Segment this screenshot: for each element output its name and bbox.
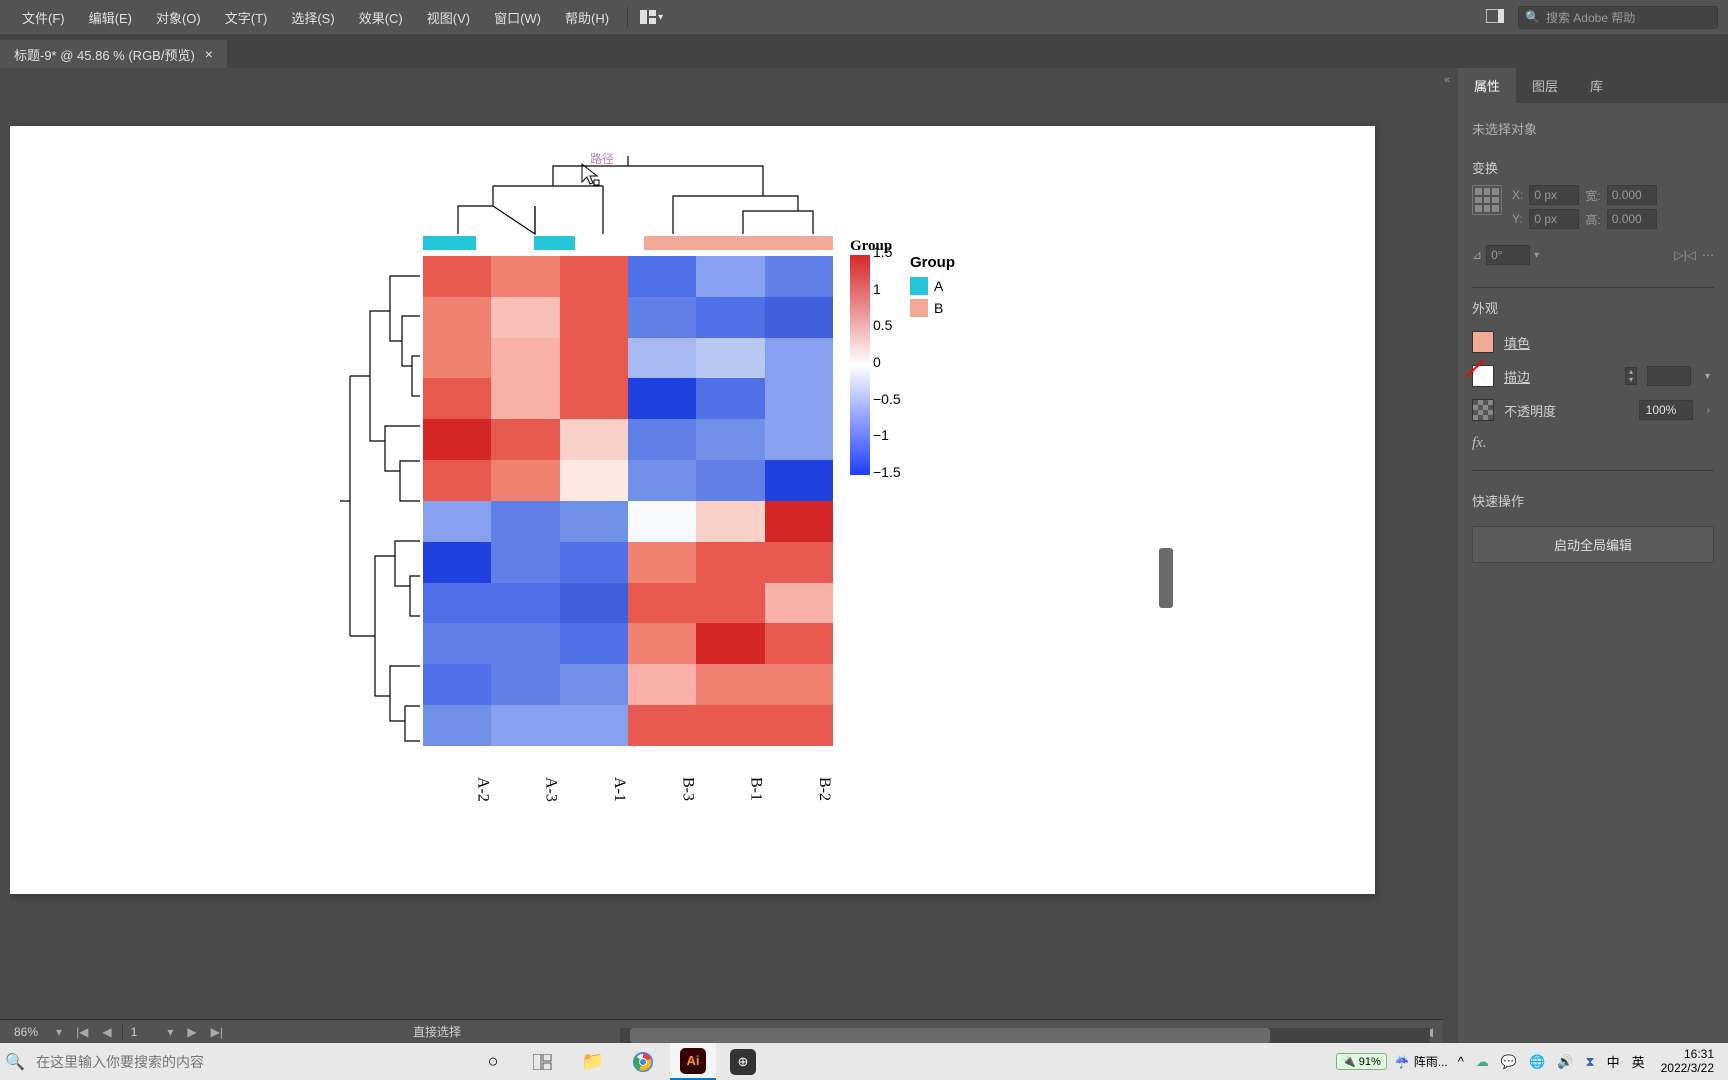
artboard-number[interactable]: 1 bbox=[122, 1025, 158, 1039]
windows-taskbar: 🔍 ○ 📁 Ai ⊕ 🔌 91% ☔阵雨... ^ ☁ 💬 🌐 🔊 ⧗ 中 英 … bbox=[0, 1043, 1728, 1080]
zoom-dropdown-icon[interactable]: ▾ bbox=[52, 1025, 66, 1039]
appearance-section-title: 外观 bbox=[1472, 298, 1714, 317]
task-view-icon[interactable] bbox=[520, 1043, 566, 1080]
horizontal-scrollbar[interactable] bbox=[620, 1028, 1430, 1043]
menu-view[interactable]: 视图(V) bbox=[415, 2, 482, 33]
menu-window[interactable]: 窗口(W) bbox=[482, 2, 553, 33]
bluetooth-icon[interactable]: ⧗ bbox=[1583, 1054, 1596, 1070]
menu-effect[interactable]: 效果(C) bbox=[347, 2, 415, 33]
menu-edit[interactable]: 编辑(E) bbox=[77, 2, 144, 33]
stroke-width-input[interactable] bbox=[1647, 366, 1691, 386]
transform-y-input[interactable] bbox=[1529, 209, 1579, 229]
help-search-input[interactable]: 🔍 搜索 Adobe 帮助 bbox=[1518, 6, 1718, 29]
row-dendrogram bbox=[340, 256, 420, 746]
ime-en-icon[interactable]: 英 bbox=[1630, 1052, 1647, 1071]
search-icon: 🔍 bbox=[1525, 10, 1540, 24]
ime-zh-icon[interactable]: 中 bbox=[1605, 1052, 1622, 1071]
fx-button[interactable]: fx. bbox=[1472, 427, 1714, 460]
heatmap-figure: 路径 bbox=[340, 156, 1020, 836]
tab-libraries[interactable]: 库 bbox=[1574, 68, 1619, 103]
global-edit-button[interactable]: 启动全局编辑 bbox=[1472, 526, 1714, 563]
opacity-value[interactable]: 100% bbox=[1639, 400, 1693, 420]
opacity-swatch[interactable] bbox=[1472, 399, 1494, 421]
chrome-icon[interactable] bbox=[620, 1043, 666, 1080]
nav-next-icon[interactable]: ▶ bbox=[183, 1025, 200, 1039]
transform-w-input[interactable] bbox=[1607, 185, 1657, 205]
taskbar-search-input[interactable] bbox=[30, 1048, 450, 1076]
tray-chevron-icon[interactable]: ^ bbox=[1456, 1054, 1466, 1069]
network-icon[interactable]: 🌐 bbox=[1527, 1054, 1547, 1070]
stroke-dropdown-icon[interactable]: ▾ bbox=[1701, 371, 1714, 382]
current-tool-label: 直接选择 bbox=[413, 1023, 461, 1040]
menu-object[interactable]: 对象(O) bbox=[144, 2, 213, 33]
app-menubar: 文件(F) 编辑(E) 对象(O) 文字(T) 选择(S) 效果(C) 视图(V… bbox=[0, 0, 1728, 34]
artboard-dropdown-icon[interactable]: ▾ bbox=[163, 1025, 177, 1039]
document-tab-title: 标题-9* @ 45.86 % (RGB/预览) bbox=[14, 45, 195, 64]
panel-collapse-icon[interactable]: « bbox=[1444, 74, 1458, 88]
angle-input[interactable] bbox=[1486, 245, 1530, 265]
fill-swatch[interactable] bbox=[1472, 331, 1494, 353]
group-color-bar bbox=[423, 236, 833, 250]
heatmap-grid bbox=[423, 256, 833, 746]
tab-close-icon[interactable]: × bbox=[205, 46, 213, 62]
canvas-area: 路径 bbox=[0, 68, 1443, 1043]
color-scale bbox=[850, 255, 870, 475]
cortana-icon[interactable]: ○ bbox=[470, 1043, 516, 1080]
opacity-more-icon[interactable]: › bbox=[1703, 405, 1714, 416]
workspace-icon[interactable] bbox=[1478, 5, 1512, 30]
volume-icon[interactable]: 🔊 bbox=[1555, 1054, 1575, 1070]
no-selection-label: 未选择对象 bbox=[1472, 113, 1714, 148]
properties-panel: 属性 图层 库 未选择对象 变换 X: 宽: Y: 高: ⊿ ▾ ▷|◁ bbox=[1458, 68, 1728, 1043]
wechat-icon[interactable]: 💬 bbox=[1499, 1054, 1519, 1070]
nav-first-icon[interactable]: |◀ bbox=[72, 1025, 92, 1039]
transform-h-input[interactable] bbox=[1607, 209, 1657, 229]
zoom-level[interactable]: 86% bbox=[6, 1025, 46, 1039]
menu-help[interactable]: 帮助(H) bbox=[553, 2, 621, 33]
angle-icon: ⊿ bbox=[1472, 248, 1482, 262]
file-explorer-icon[interactable]: 📁 bbox=[570, 1043, 616, 1080]
transform-x-input[interactable] bbox=[1529, 185, 1579, 205]
tab-layers[interactable]: 图层 bbox=[1516, 68, 1574, 103]
group-legend: Group A B bbox=[910, 254, 955, 321]
column-dendrogram bbox=[423, 156, 833, 236]
tab-properties[interactable]: 属性 bbox=[1458, 68, 1516, 103]
menu-select[interactable]: 选择(S) bbox=[279, 2, 346, 33]
menu-file[interactable]: 文件(F) bbox=[10, 2, 77, 33]
nav-last-icon[interactable]: ▶| bbox=[207, 1025, 227, 1039]
column-labels: A-2A-3A-1B-3B-1B-2 bbox=[423, 751, 833, 821]
quick-actions-title: 快速操作 bbox=[1472, 491, 1714, 510]
arrange-documents-icon[interactable]: ▾ bbox=[634, 4, 669, 30]
vertical-scrollbar-thumb[interactable] bbox=[1159, 548, 1173, 608]
taskbar-search-icon[interactable]: 🔍 bbox=[0, 1052, 30, 1072]
stroke-swatch[interactable] bbox=[1472, 365, 1494, 387]
nav-prev-icon[interactable]: ◀ bbox=[98, 1025, 115, 1039]
document-tabbar: 标题-9* @ 45.86 % (RGB/预览) × bbox=[0, 34, 1728, 68]
clock[interactable]: 16:31 2022/3/22 bbox=[1655, 1048, 1720, 1074]
fill-label[interactable]: 填色 bbox=[1504, 333, 1714, 352]
transform-section-title: 变换 bbox=[1472, 158, 1714, 177]
stroke-width-spinner[interactable]: ▴▾ bbox=[1625, 367, 1637, 385]
battery-indicator[interactable]: 🔌 91% bbox=[1336, 1053, 1387, 1070]
document-tab[interactable]: 标题-9* @ 45.86 % (RGB/预览) × bbox=[0, 40, 227, 68]
flip-horizontal-icon[interactable]: ▷|◁ bbox=[1674, 248, 1696, 262]
artboard[interactable]: 路径 bbox=[10, 126, 1375, 894]
opacity-label[interactable]: 不透明度 bbox=[1504, 401, 1629, 420]
stroke-label[interactable]: 描边 bbox=[1504, 367, 1615, 386]
onedrive-icon[interactable]: ☁ bbox=[1474, 1054, 1491, 1070]
menu-type[interactable]: 文字(T) bbox=[213, 2, 280, 33]
reference-point-icon[interactable] bbox=[1472, 185, 1502, 215]
weather-widget[interactable]: ☔阵雨... bbox=[1395, 1053, 1448, 1070]
illustrator-icon[interactable]: Ai bbox=[670, 1043, 716, 1080]
more-options-icon[interactable]: ⋯ bbox=[1702, 248, 1714, 262]
app-icon[interactable]: ⊕ bbox=[720, 1043, 766, 1080]
